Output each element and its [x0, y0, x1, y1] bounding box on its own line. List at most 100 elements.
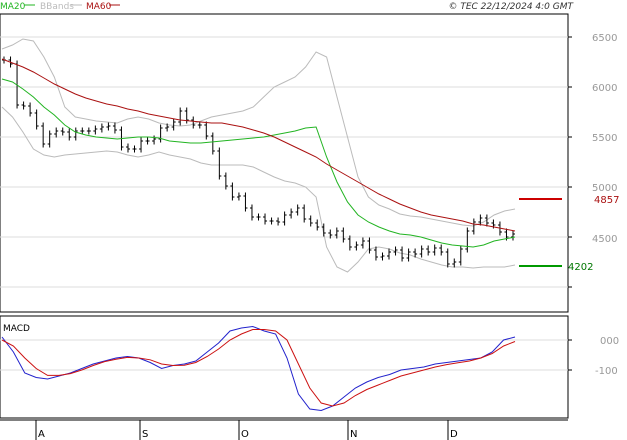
price-bar	[471, 218, 476, 235]
price-bar	[165, 123, 170, 132]
price-bar	[282, 211, 287, 226]
price-bar	[112, 122, 117, 134]
price-bar	[393, 246, 398, 256]
price-bar	[269, 217, 274, 225]
price-bar	[125, 143, 130, 153]
price-bar	[315, 219, 320, 231]
price-bar	[191, 116, 196, 129]
price-bar	[256, 213, 261, 221]
macd-panel-frame	[0, 315, 569, 419]
price-bar	[458, 245, 463, 266]
legend: MA20 BBands MA60	[0, 2, 120, 12]
price-bar	[158, 124, 163, 143]
price-bar	[373, 246, 378, 261]
macd-grid	[0, 315, 572, 421]
price-bar	[432, 244, 437, 256]
price-bar	[73, 127, 78, 141]
price-bar	[249, 204, 254, 221]
price-bar	[400, 246, 405, 262]
price-bar	[439, 244, 444, 256]
legend-ma20-label: MA20	[0, 2, 26, 12]
price-bar	[93, 125, 98, 135]
price-bar	[465, 227, 470, 253]
macd-tick-label: 000	[600, 336, 619, 347]
price-bar	[210, 132, 215, 155]
price-bar	[452, 258, 457, 268]
level-markers: 4857 4202	[519, 195, 619, 273]
ma60-line	[1, 58, 516, 232]
macd-line	[1, 325, 516, 412]
price-bar	[204, 121, 209, 140]
price-bar	[484, 214, 489, 227]
price-bar	[132, 145, 137, 153]
price-bar	[321, 223, 326, 237]
legend-ma60-label: MA60	[86, 2, 112, 12]
macd-tick-label: -100	[595, 366, 618, 377]
price-bar	[80, 127, 85, 135]
price-bar	[263, 213, 268, 225]
price-bar	[419, 245, 424, 258]
price-bar	[360, 237, 365, 249]
moving-averages	[1, 58, 516, 248]
month-label: D	[450, 429, 458, 440]
price-bar	[21, 101, 26, 110]
month-label: N	[350, 429, 357, 440]
price-tick-label: 6000	[592, 83, 617, 94]
price-tick-label: 6500	[592, 33, 617, 44]
price-tick-label: 5500	[592, 133, 617, 144]
price-tick-label: 4500	[592, 234, 617, 245]
price-bar	[380, 252, 385, 261]
bbands-lower-line	[1, 106, 516, 273]
price-bar	[328, 229, 333, 239]
price-bar	[67, 128, 72, 141]
price-bar	[295, 204, 300, 216]
signal-line	[1, 329, 516, 407]
price-bar	[334, 227, 339, 239]
price-bar	[426, 245, 431, 256]
price-bar	[60, 127, 65, 136]
price-bar	[41, 122, 46, 148]
price-bar	[34, 109, 39, 130]
macd-panel-label: MACD	[3, 324, 30, 334]
price-tick-label: 5000	[592, 183, 617, 194]
price-bar	[413, 248, 418, 258]
price-bar	[28, 102, 33, 117]
price-bar	[243, 192, 248, 212]
price-bar	[347, 235, 352, 251]
price-bar	[86, 127, 91, 135]
marker-label-4202: 4202	[568, 262, 593, 273]
price-bar	[145, 137, 150, 145]
price-bar	[152, 135, 157, 145]
price-bar	[230, 182, 235, 201]
marker-label-4857: 4857	[594, 195, 619, 206]
price-bar	[511, 230, 515, 241]
price-panel-frame	[0, 13, 569, 313]
price-bar	[289, 208, 294, 219]
price-bar	[354, 241, 359, 251]
price-bar	[445, 248, 450, 268]
price-bar	[178, 107, 183, 126]
price-bar	[406, 248, 411, 262]
macd-lines	[1, 325, 516, 412]
price-bar	[171, 118, 176, 131]
price-bar	[54, 127, 59, 138]
price-bar	[341, 227, 346, 243]
price-bar	[478, 214, 483, 226]
price-bar	[217, 147, 222, 180]
price-bar	[139, 137, 144, 153]
price-bar	[106, 122, 111, 131]
month-axis: A S O N D	[35, 420, 458, 440]
month-label: A	[38, 429, 45, 440]
copyright-text: © TEC 22/12/2024 4:0 GMT	[448, 2, 574, 12]
bollinger-bands	[1, 38, 516, 273]
macd-axis: 000 -100	[595, 336, 619, 377]
bbands-upper-line	[1, 38, 516, 227]
price-bar	[236, 192, 241, 201]
month-label: S	[142, 429, 148, 440]
price-bar	[99, 123, 104, 133]
price-bar	[308, 215, 313, 227]
legend-bbands-label: BBands	[40, 2, 74, 12]
ma20-line	[1, 78, 516, 248]
month-label: O	[241, 429, 249, 440]
price-bar	[367, 237, 372, 254]
